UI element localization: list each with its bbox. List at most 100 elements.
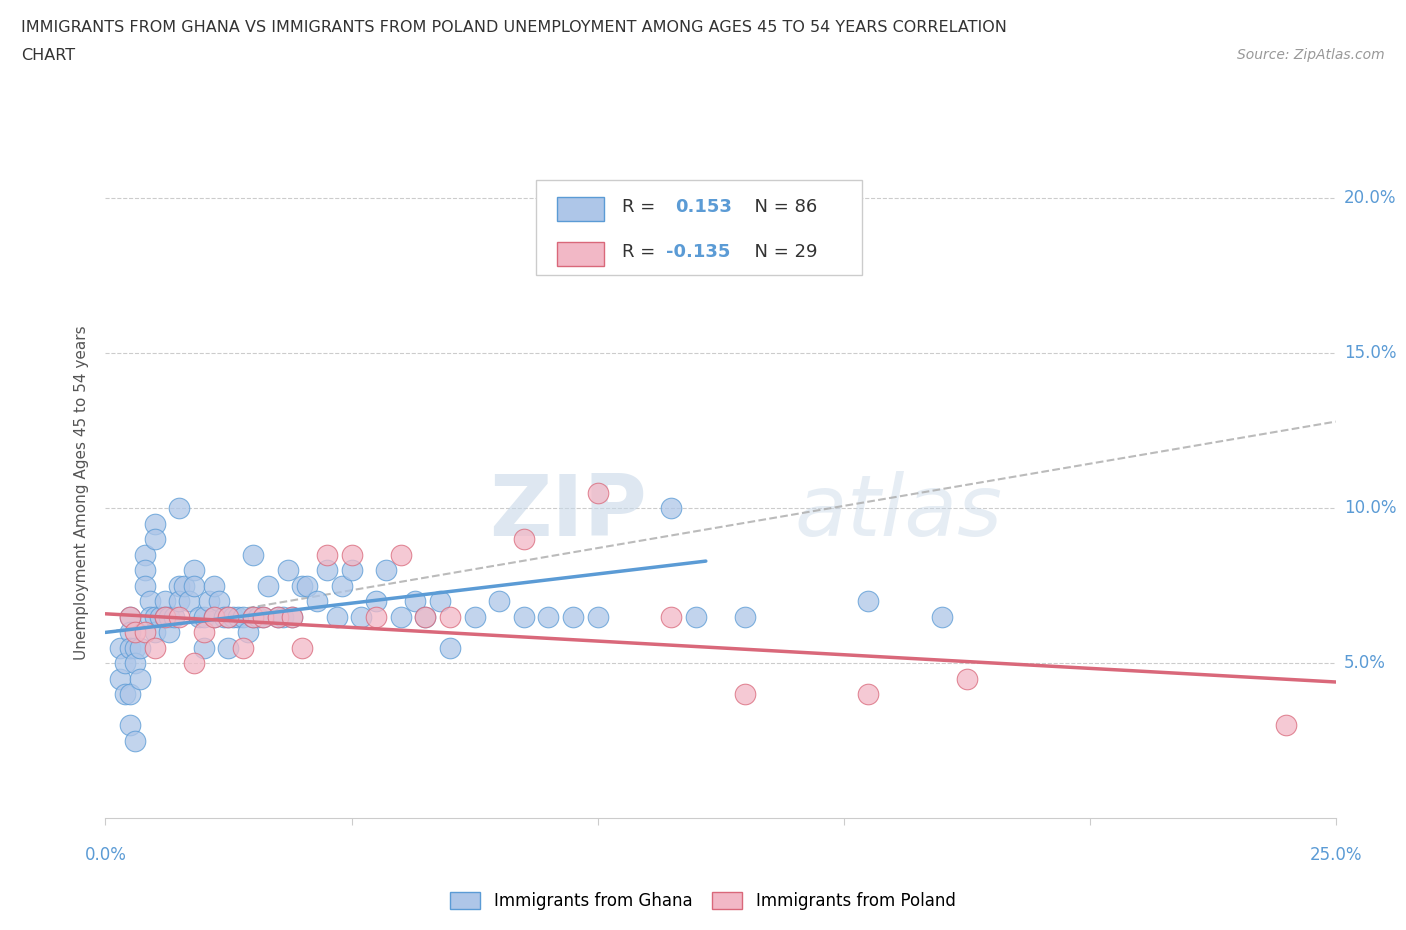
Point	[218, 641, 240, 656]
Point	[159, 609, 180, 624]
Point	[734, 687, 756, 702]
Point	[143, 532, 166, 547]
Point	[193, 609, 215, 624]
Point	[212, 609, 235, 624]
Point	[124, 625, 146, 640]
Point	[586, 609, 609, 624]
Text: 15.0%: 15.0%	[1344, 344, 1396, 363]
Point	[291, 641, 314, 656]
Point	[413, 609, 436, 624]
Point	[138, 609, 162, 624]
Point	[513, 609, 536, 624]
Point	[202, 609, 225, 624]
Point	[120, 625, 141, 640]
Text: 25.0%: 25.0%	[1309, 846, 1362, 864]
Text: R =: R =	[621, 243, 661, 261]
Point	[138, 594, 162, 609]
Point	[124, 641, 146, 656]
Point	[429, 594, 451, 609]
Point	[153, 609, 176, 624]
Text: -0.135: -0.135	[666, 243, 731, 261]
Text: N = 86: N = 86	[742, 198, 817, 216]
Point	[242, 609, 264, 624]
Point	[858, 594, 880, 609]
Text: atlas: atlas	[794, 471, 1002, 554]
Point	[297, 578, 319, 593]
Point	[374, 563, 398, 578]
Point	[281, 609, 304, 624]
Point	[228, 609, 250, 624]
Point	[120, 718, 141, 733]
Point	[661, 501, 683, 516]
Point	[389, 548, 412, 563]
Point	[330, 578, 353, 593]
Point	[366, 594, 388, 609]
Point	[110, 671, 132, 686]
Text: Source: ZipAtlas.com: Source: ZipAtlas.com	[1237, 48, 1385, 62]
Y-axis label: Unemployment Among Ages 45 to 54 years: Unemployment Among Ages 45 to 54 years	[75, 326, 90, 660]
Point	[232, 641, 254, 656]
Point	[267, 609, 290, 624]
Point	[134, 578, 156, 593]
Point	[143, 609, 166, 624]
Point	[183, 656, 205, 671]
Point	[366, 609, 388, 624]
Point	[163, 609, 186, 624]
Point	[326, 609, 349, 624]
Point	[586, 485, 609, 500]
Point	[143, 625, 166, 640]
Point	[315, 548, 337, 563]
Point	[734, 609, 756, 624]
Point	[267, 609, 290, 624]
Point	[134, 563, 156, 578]
Point	[513, 532, 536, 547]
Point	[188, 609, 211, 624]
Point	[197, 594, 219, 609]
Text: R =: R =	[621, 198, 666, 216]
Point	[120, 687, 141, 702]
Point	[159, 625, 180, 640]
Text: 0.0%: 0.0%	[84, 846, 127, 864]
Point	[134, 548, 156, 563]
Point	[114, 687, 136, 702]
Point	[143, 516, 166, 531]
Point	[120, 609, 141, 624]
Point	[488, 594, 510, 609]
Point	[169, 501, 191, 516]
Point	[537, 609, 560, 624]
Point	[1275, 718, 1298, 733]
Point	[257, 578, 280, 593]
Point	[661, 609, 683, 624]
Point	[413, 609, 436, 624]
Point	[202, 609, 225, 624]
Point	[143, 641, 166, 656]
Point	[169, 578, 191, 593]
Point	[134, 625, 156, 640]
Point	[222, 609, 245, 624]
Point	[120, 641, 141, 656]
Point	[931, 609, 953, 624]
Point	[120, 609, 141, 624]
Point	[307, 594, 329, 609]
Text: 0.153: 0.153	[675, 198, 733, 216]
Text: IMMIGRANTS FROM GHANA VS IMMIGRANTS FROM POLAND UNEMPLOYMENT AMONG AGES 45 TO 54: IMMIGRANTS FROM GHANA VS IMMIGRANTS FROM…	[21, 20, 1007, 35]
Text: ZIP: ZIP	[489, 471, 647, 554]
Point	[340, 548, 363, 563]
Point	[315, 563, 337, 578]
FancyBboxPatch shape	[557, 197, 603, 221]
Point	[276, 563, 298, 578]
Text: 20.0%: 20.0%	[1344, 190, 1396, 207]
Point	[242, 548, 264, 563]
Point	[439, 641, 461, 656]
Point	[858, 687, 880, 702]
Point	[129, 641, 152, 656]
Point	[956, 671, 979, 686]
Point	[153, 609, 176, 624]
FancyBboxPatch shape	[536, 180, 862, 275]
Point	[271, 609, 294, 624]
Point	[129, 671, 152, 686]
Point	[183, 578, 205, 593]
Point	[153, 594, 176, 609]
Point	[464, 609, 486, 624]
Point	[193, 625, 215, 640]
